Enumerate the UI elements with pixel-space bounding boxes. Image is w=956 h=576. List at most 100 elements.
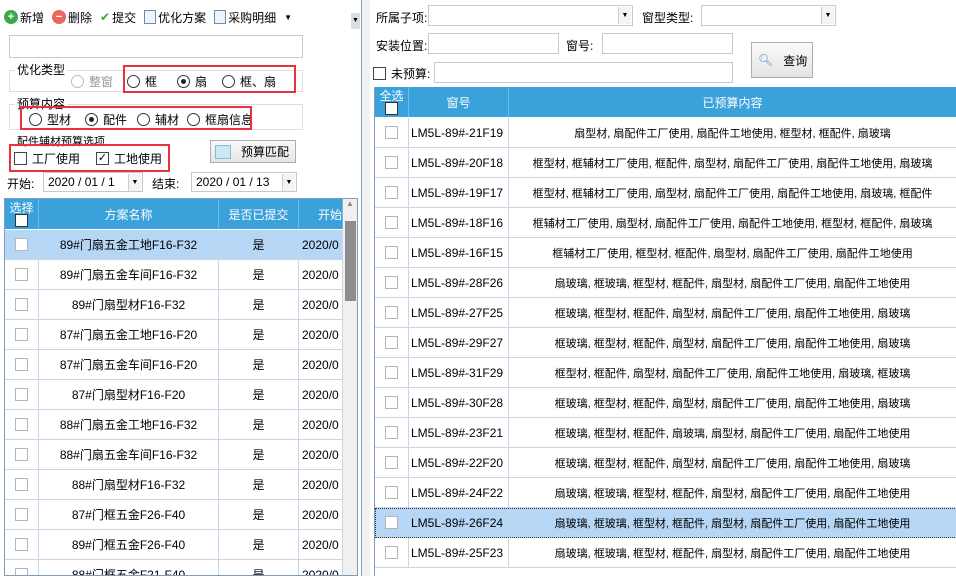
start-cell: 2020/0 [299, 560, 343, 575]
splitter[interactable] [362, 0, 370, 576]
row-checkbox[interactable] [5, 230, 39, 259]
toolbar-dropdown-icon[interactable]: ▼ [284, 12, 293, 22]
chevron-down-icon[interactable]: ▼ [821, 7, 834, 24]
radio-frame-sash-info[interactable]: 框扇信息 [187, 111, 253, 128]
table-row[interactable]: LM5L-89#-31F29 框型材, 框配件, 扇型材, 扇配件工厂使用, 扇配… [375, 358, 956, 388]
table-row[interactable]: LM5L-89#-16F15 框辅材工厂使用, 框型材, 框配件, 扇型材, 扇配… [375, 238, 956, 268]
row-checkbox[interactable] [5, 410, 39, 439]
window-type-select[interactable]: ▼ [701, 5, 836, 26]
chevron-down-icon[interactable]: ▼ [128, 174, 141, 191]
select-all-header[interactable]: 选择 [5, 199, 39, 229]
checkbox-site[interactable]: ✓ 工地使用 [96, 152, 163, 166]
row-checkbox[interactable] [5, 530, 39, 559]
row-checkbox[interactable] [375, 208, 409, 237]
row-checkbox[interactable] [375, 508, 409, 537]
row-checkbox[interactable] [5, 560, 39, 575]
row-checkbox[interactable] [375, 328, 409, 357]
radio-frame[interactable]: 框 [127, 73, 157, 90]
location-input[interactable] [428, 33, 559, 54]
end-date-picker[interactable]: 2020 / 01 / 13 ▼ [191, 172, 297, 192]
radio-hardware[interactable]: 配件 [85, 111, 127, 128]
table-row[interactable]: 87#门框五金F26-F40 是 2020/0 [5, 500, 343, 530]
scroll-up-icon[interactable]: ▲ [346, 199, 354, 208]
row-checkbox[interactable] [5, 260, 39, 289]
row-checkbox[interactable] [375, 358, 409, 387]
table-row[interactable]: 88#门框五金F21-F40 是 2020/0 [5, 560, 343, 575]
table-row[interactable]: 88#门扇五金工地F16-F32 是 2020/0 [5, 410, 343, 440]
optimize-plan-button[interactable]: 优化方案 [144, 9, 206, 26]
radio-sash[interactable]: 扇 [177, 73, 207, 90]
row-checkbox[interactable] [5, 500, 39, 529]
radio-frame-sash[interactable]: 框、扇 [222, 73, 276, 90]
table-row[interactable]: 87#门扇型材F16-F20 是 2020/0 [5, 380, 343, 410]
row-checkbox[interactable] [375, 478, 409, 507]
scrollbar-thumb[interactable] [345, 221, 356, 301]
table-row[interactable]: LM5L-89#-27F25 框玻璃, 框型材, 框配件, 扇型材, 扇配件工厂使… [375, 298, 956, 328]
table-row[interactable]: 89#门扇五金工地F16-F32 是 2020/0 [5, 230, 343, 260]
table-row[interactable]: LM5L-89#-24F22 扇玻璃, 框玻璃, 框型材, 框配件, 扇型材, 扇… [375, 478, 956, 508]
row-checkbox[interactable] [375, 178, 409, 207]
query-button[interactable]: 🔍︎ 查询 [751, 42, 813, 78]
row-checkbox[interactable] [5, 290, 39, 319]
scrollbar[interactable]: ▲ [343, 199, 357, 575]
row-checkbox[interactable] [5, 380, 39, 409]
table-row[interactable]: LM5L-89#-25F23 扇玻璃, 框玻璃, 框型材, 框配件, 扇型材, 扇… [375, 538, 956, 568]
table-row[interactable]: LM5L-89#-26F24 扇玻璃, 框玻璃, 框型材, 框配件, 扇型材, 扇… [375, 508, 956, 538]
row-checkbox[interactable] [375, 388, 409, 417]
toolbar-overflow-button[interactable]: ▼ [351, 13, 360, 29]
table-row[interactable]: LM5L-89#-29F27 框玻璃, 框型材, 框配件, 扇型材, 扇配件工厂使… [375, 328, 956, 358]
table-row[interactable]: 88#门扇五金车间F16-F32 是 2020/0 [5, 440, 343, 470]
chevron-down-icon[interactable]: ▼ [618, 7, 631, 24]
submitted-cell: 是 [219, 320, 299, 349]
table-row[interactable]: LM5L-89#-20F18 框型材, 框辅材工厂使用, 框配件, 扇型材, 扇配… [375, 148, 956, 178]
chevron-down-icon[interactable]: ▼ [282, 174, 295, 191]
start-date-picker[interactable]: 2020 / 01 / 1 ▼ [43, 172, 143, 192]
table-row[interactable]: LM5L-89#-30F28 框玻璃, 框型材, 框配件, 扇型材, 扇配件工厂使… [375, 388, 956, 418]
row-checkbox[interactable] [375, 238, 409, 267]
row-checkbox[interactable] [5, 350, 39, 379]
name-input[interactable] [9, 35, 303, 58]
budget-match-button[interactable]: 预算匹配 [210, 140, 296, 163]
radio-profile[interactable]: 型材 [29, 111, 71, 128]
row-checkbox[interactable] [375, 448, 409, 477]
row-checkbox[interactable] [375, 118, 409, 147]
row-checkbox[interactable] [5, 440, 39, 469]
table-row[interactable]: LM5L-89#-28F26 扇玻璃, 框玻璃, 框型材, 框配件, 扇型材, 扇… [375, 268, 956, 298]
row-checkbox[interactable] [375, 418, 409, 447]
table-row[interactable]: LM5L-89#-18F16 框辅材工厂使用, 扇型材, 扇配件工厂使用, 扇配件… [375, 208, 956, 238]
row-checkbox[interactable] [375, 268, 409, 297]
table-row[interactable]: LM5L-89#-21F19 扇型材, 扇配件工厂使用, 扇配件工地使用, 框型材… [375, 118, 956, 148]
table-row[interactable]: 87#门扇五金车间F16-F20 是 2020/0 [5, 350, 343, 380]
table-row[interactable]: 89#门扇型材F16-F32 是 2020/0 [5, 290, 343, 320]
row-checkbox[interactable] [375, 538, 409, 567]
header-plan-name[interactable]: 方案名称 [39, 199, 219, 229]
row-checkbox[interactable] [5, 470, 39, 499]
header-window-no[interactable]: 窗号 [409, 87, 509, 117]
header-submitted[interactable]: 是否已提交 [219, 199, 299, 229]
header-start[interactable]: 开始 [299, 199, 343, 229]
table-row[interactable]: 88#门扇型材F16-F32 是 2020/0 [5, 470, 343, 500]
plan-name: 88#门扇五金工地F16-F32 [39, 410, 219, 439]
row-checkbox[interactable] [375, 148, 409, 177]
radio-accessory[interactable]: 辅材 [137, 111, 179, 128]
table-row[interactable]: LM5L-89#-23F21 框玻璃, 框型材, 框配件, 扇玻璃, 扇型材, 扇… [375, 418, 956, 448]
highlight-box [20, 106, 252, 130]
table-row[interactable]: 89#门框五金F26-F40 是 2020/0 [5, 530, 343, 560]
unbudgeted-checkbox[interactable]: 未预算: [373, 65, 430, 82]
table-row[interactable]: LM5L-89#-19F17 框型材, 框辅材工厂使用, 扇型材, 扇配件工厂使用… [375, 178, 956, 208]
select-all-header[interactable]: 全选 [375, 87, 409, 117]
table-row[interactable]: LM5L-89#-22F20 框玻璃, 框型材, 框配件, 扇型材, 扇配件工厂使… [375, 448, 956, 478]
purchase-detail-button[interactable]: 采购明细 [214, 9, 276, 26]
delete-button[interactable]: − 删除 [52, 9, 92, 26]
header-budget-content[interactable]: 已预算内容 [509, 87, 956, 117]
table-row[interactable]: 87#门扇五金工地F16-F20 是 2020/0 [5, 320, 343, 350]
row-checkbox[interactable] [375, 298, 409, 327]
unbudgeted-input[interactable] [434, 62, 733, 83]
subitem-select[interactable]: ▼ [428, 5, 633, 26]
row-checkbox[interactable] [5, 320, 39, 349]
checkbox-factory[interactable]: 工厂使用 [14, 150, 80, 167]
table-row[interactable]: 89#门扇五金车间F16-F32 是 2020/0 [5, 260, 343, 290]
submit-button[interactable]: ✔ 提交 [100, 10, 137, 25]
window-no-input[interactable] [602, 33, 733, 54]
add-button[interactable]: + 新增 [4, 9, 44, 26]
